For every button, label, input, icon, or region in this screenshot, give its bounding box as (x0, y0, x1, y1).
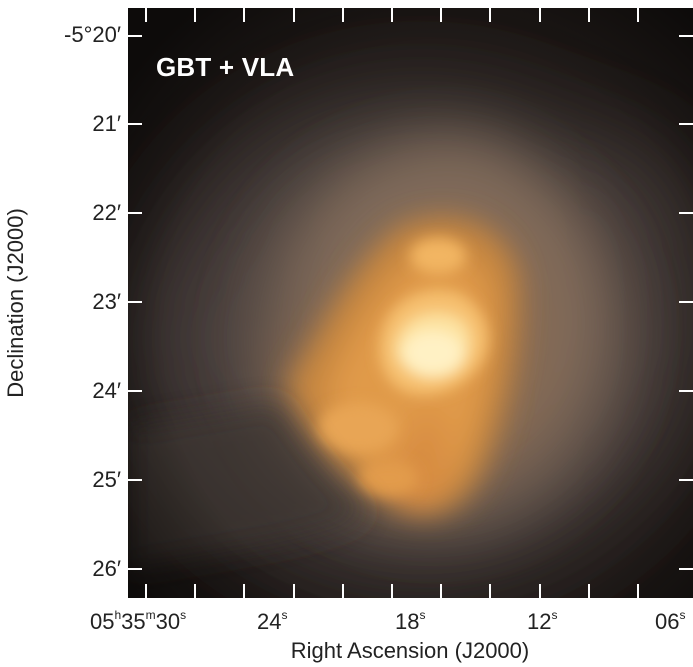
bottom-ticks (145, 584, 639, 598)
x-tick-part: s (679, 608, 686, 622)
x-tick-part: s (419, 608, 426, 622)
x-axis-label: Right Ascension (J2000) (290, 638, 530, 663)
x-tick-label: 06s (655, 608, 685, 635)
x-tick-label: 18s (395, 608, 425, 635)
y-tick-label: 22′ (92, 200, 121, 225)
left-ticks (128, 35, 142, 570)
x-tick-part: 35 (121, 609, 146, 634)
y-tick-label: 24′ (92, 378, 121, 403)
x-tick-part: s (281, 608, 288, 622)
x-tick-part: 12 (527, 609, 552, 634)
y-tick-label: 26′ (92, 556, 121, 581)
x-tick-part: 30 (155, 609, 181, 634)
x-tick-part: s (551, 608, 558, 622)
right-ticks (679, 35, 693, 570)
x-tick-part: m (145, 608, 156, 622)
x-tick-label: 24s (257, 608, 287, 635)
y-tick-label: 23′ (92, 289, 121, 314)
image-vignette (128, 8, 693, 598)
y-tick-label: -5°20′ (64, 22, 121, 47)
nebula-image-panel: GBT + VLA (128, 8, 693, 598)
x-tick-label: 12s (527, 608, 557, 635)
x-tick-part: h (114, 608, 122, 622)
y-tick-label: 25′ (92, 467, 121, 492)
x-tick-part: 24 (257, 609, 282, 634)
x-tick-part: 06 (655, 609, 680, 634)
y-axis-label: Declination (J2000) (3, 208, 28, 398)
y-tick-label: 21′ (92, 111, 121, 136)
x-tick-part: 05 (90, 609, 115, 634)
image-overlay-label: GBT + VLA (156, 52, 295, 82)
top-ticks (145, 8, 639, 22)
x-tick-label: 05h35m30s (90, 608, 186, 635)
nebula-image (128, 8, 693, 598)
x-tick-part: 18 (395, 609, 420, 634)
x-tick-part: s (180, 608, 187, 622)
